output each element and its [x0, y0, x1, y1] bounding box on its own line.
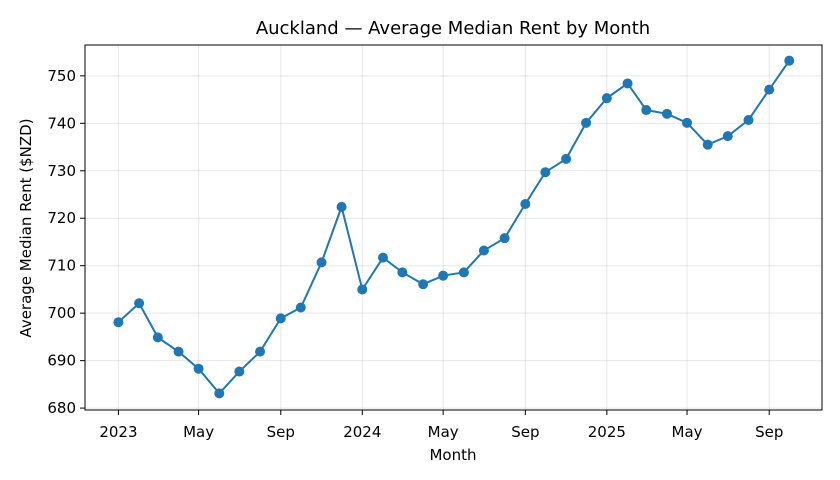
x-axis-label: Month	[429, 446, 476, 464]
data-point	[357, 284, 368, 295]
data-point	[581, 117, 592, 128]
x-tick-label: May	[672, 423, 703, 441]
x-tick-label: May	[428, 423, 459, 441]
data-point	[520, 199, 531, 210]
data-point	[214, 388, 225, 399]
data-point	[134, 298, 145, 309]
data-points	[113, 55, 795, 399]
data-point	[275, 313, 286, 324]
x-tick-label: 2025	[588, 423, 626, 441]
data-point	[173, 346, 184, 357]
plot-frame	[84, 44, 823, 411]
y-tick-label: 730	[47, 162, 76, 180]
data-point	[397, 267, 408, 278]
data-point	[499, 233, 510, 244]
series-line	[117, 60, 791, 395]
data-point	[152, 332, 163, 343]
x-tick-label: Sep	[267, 423, 295, 441]
data-point	[702, 139, 713, 150]
data-point	[295, 302, 306, 313]
data-point	[722, 131, 733, 142]
y-tick-label: 750	[47, 67, 76, 85]
data-point	[255, 346, 266, 357]
data-point	[316, 257, 327, 268]
data-point	[378, 252, 389, 263]
y-axis: 680 690 700 710 720 730 740 750	[47, 67, 85, 417]
data-point	[438, 270, 449, 281]
data-point	[540, 167, 551, 178]
data-point	[418, 279, 429, 290]
data-point	[193, 363, 204, 374]
x-tick-label: May	[183, 423, 214, 441]
data-point	[561, 153, 572, 164]
x-axis: 2023 May Sep 2024 May Sep 2025 May Sep	[99, 410, 783, 441]
data-point	[458, 267, 469, 278]
y-tick-label: 690	[47, 352, 76, 370]
data-point	[478, 245, 489, 256]
data-point	[336, 201, 347, 212]
data-point	[113, 317, 124, 328]
data-point	[234, 366, 245, 377]
data-point	[601, 93, 612, 104]
x-tick-label: Sep	[511, 423, 539, 441]
y-axis-label: Average Median Rent ($NZD)	[17, 118, 35, 337]
data-point	[784, 55, 795, 66]
y-tick-label: 700	[47, 304, 76, 322]
x-tick-label: Sep	[755, 423, 783, 441]
data-point	[743, 114, 754, 125]
grid	[85, 45, 822, 410]
data-point	[661, 108, 672, 119]
data-point	[641, 105, 652, 116]
data-point	[764, 84, 775, 95]
x-tick-label: 2023	[99, 423, 137, 441]
x-tick-label: 2024	[343, 423, 381, 441]
y-tick-label: 710	[47, 257, 76, 275]
y-tick-label: 720	[47, 209, 76, 227]
y-tick-label: 740	[47, 114, 76, 132]
data-point	[622, 78, 633, 89]
y-tick-label: 680	[47, 399, 76, 417]
data-point	[682, 117, 693, 128]
chart-title: Auckland — Average Median Rent by Month	[256, 18, 650, 39]
